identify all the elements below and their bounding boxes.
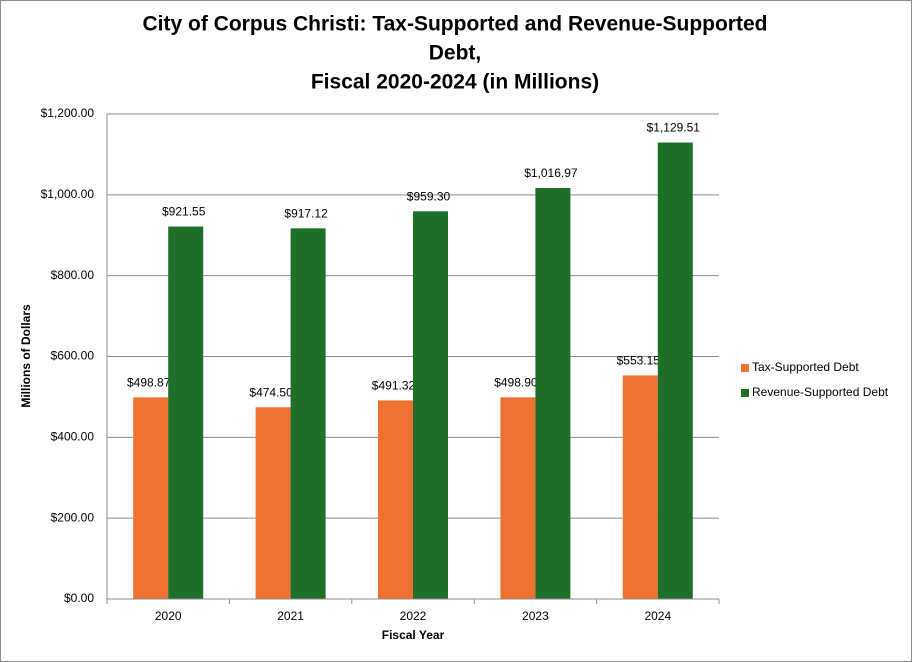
- chart-title: City of Corpus Christi: Tax-Supported an…: [143, 13, 768, 36]
- legend-label: Revenue-Supported Debt: [752, 385, 889, 399]
- data-label: $1,016.97: [524, 166, 578, 180]
- legend-swatch: [741, 364, 749, 372]
- bar: [255, 407, 291, 599]
- y-tick-label: $200.00: [51, 510, 95, 524]
- bar: [500, 397, 536, 599]
- data-label: $474.50: [249, 385, 293, 399]
- bar: [535, 187, 571, 600]
- data-label: $1,129.51: [647, 121, 701, 135]
- y-tick-label: $400.00: [51, 430, 95, 444]
- y-tick-label: $1,000.00: [41, 187, 95, 201]
- y-tick-label: $1,200.00: [41, 106, 95, 120]
- data-label: $959.30: [407, 189, 451, 203]
- y-tick-label: $600.00: [51, 349, 95, 363]
- data-label: $921.55: [162, 205, 206, 219]
- x-tick-label: 2024: [644, 609, 671, 623]
- x-tick-label: 2023: [522, 609, 549, 623]
- bar: [290, 228, 326, 599]
- bar: [378, 400, 413, 599]
- bar: [622, 375, 658, 599]
- y-axis-title: Millions of Dollars: [19, 304, 33, 408]
- data-label: $491.32: [372, 379, 416, 393]
- legend-swatch: [741, 389, 749, 397]
- chart-title: Fiscal 2020-2024 (in Millions): [311, 71, 599, 94]
- legend-label: Tax-Supported Debt: [752, 360, 859, 374]
- bar: [657, 142, 693, 599]
- y-tick-label: $0.00: [64, 591, 94, 605]
- data-label: $917.12: [284, 207, 328, 221]
- x-axis-title: Fiscal Year: [382, 628, 445, 642]
- bar: [133, 397, 169, 599]
- data-label: $498.90: [494, 376, 538, 390]
- data-label: $498.87: [127, 376, 171, 390]
- bar: [413, 211, 448, 600]
- y-tick-label: $800.00: [51, 268, 95, 282]
- x-tick-label: 2022: [400, 609, 427, 623]
- data-label: $553.15: [617, 354, 661, 368]
- bar: [168, 226, 204, 599]
- chart-title: Debt,: [429, 42, 482, 65]
- x-tick-label: 2020: [155, 609, 182, 623]
- x-tick-label: 2021: [277, 609, 304, 623]
